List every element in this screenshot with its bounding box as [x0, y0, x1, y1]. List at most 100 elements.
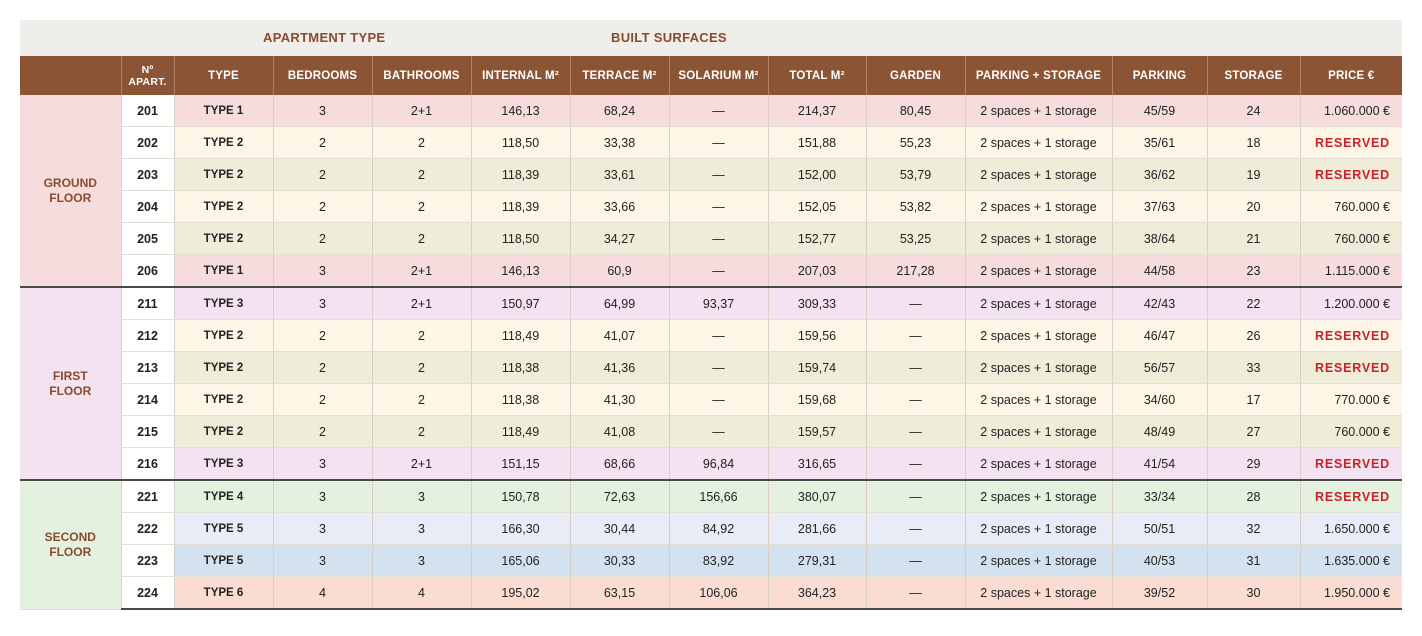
apartment-number-cell: 203 [120, 158, 174, 191]
parking-storage-cell: 2 spaces + 1 storage [964, 222, 1112, 255]
storage-cell: 27 [1206, 415, 1300, 448]
floor-label-text: GROUND FLOOR [43, 175, 97, 205]
internal-area-cell: 118,50 [470, 126, 570, 159]
internal-area-cell: 118,39 [470, 190, 570, 223]
apartment-number-cell: 206 [120, 254, 174, 288]
storage-cell: 21 [1206, 222, 1300, 255]
type-cell: TYPE 2 [173, 383, 273, 416]
bedrooms-cell: 2 [272, 415, 372, 448]
parking-cell: 48/49 [1111, 415, 1207, 448]
header-solarium: SOLARIUM M² [668, 56, 768, 95]
floor-label: SECOND FLOOR [20, 479, 121, 610]
type-cell: TYPE 3 [173, 447, 273, 481]
internal-area-cell: 166,30 [470, 512, 570, 545]
price-cell: 760.000 € [1299, 190, 1402, 223]
terrace-area-cell: 34,27 [569, 222, 669, 255]
total-area-cell: 214,37 [767, 95, 866, 127]
total-area-cell: 152,00 [767, 158, 866, 191]
solarium-area-cell: 156,66 [668, 479, 768, 513]
header-floor-spacer [20, 56, 121, 95]
bathrooms-cell: 2 [371, 351, 471, 384]
bathrooms-cell: 4 [371, 576, 471, 610]
type-cell: TYPE 2 [173, 158, 273, 191]
terrace-area-cell: 68,66 [569, 447, 669, 481]
apartment-number-cell: 216 [120, 447, 174, 481]
parking-storage-cell: 2 spaces + 1 storage [964, 158, 1112, 191]
garden-area-cell: 55,23 [865, 126, 965, 159]
bedrooms-cell: 3 [272, 479, 372, 513]
floor-label-text: SECOND FLOOR [44, 529, 96, 559]
apartment-number-cell: 221 [120, 479, 174, 513]
parking-cell: 45/59 [1111, 95, 1207, 127]
parking-storage-cell: 2 spaces + 1 storage [964, 254, 1112, 288]
solarium-area-cell: — [668, 351, 768, 384]
bathrooms-cell: 3 [371, 479, 471, 513]
parking-storage-cell: 2 spaces + 1 storage [964, 319, 1112, 352]
parking-storage-cell: 2 spaces + 1 storage [964, 95, 1112, 127]
parking-cell: 33/34 [1111, 479, 1207, 513]
parking-storage-cell: 2 spaces + 1 storage [964, 447, 1112, 481]
bathrooms-cell: 2 [371, 190, 471, 223]
price-cell: 1.635.000 € [1299, 544, 1402, 577]
solarium-area-cell: — [668, 415, 768, 448]
table-row: SECOND FLOOR 221 TYPE 4 3 3 150,78 72,63 156,66… [20, 479, 1402, 610]
garden-area-cell: — [865, 319, 965, 352]
table-row: 224 TYPE 6 4 4 195,02 63,15 106,06 364,23—2 spa… [20, 576, 1402, 610]
type-cell: TYPE 2 [173, 126, 273, 159]
parking-cell: 34/60 [1111, 383, 1207, 416]
bedrooms-cell: 3 [272, 544, 372, 577]
floor-label: FIRST FLOOR [20, 286, 121, 481]
parking-storage-cell: 2 spaces + 1 storage [964, 190, 1112, 223]
price-cell: 760.000 € [1299, 415, 1402, 448]
type-cell: TYPE 2 [173, 415, 273, 448]
internal-area-cell: 118,38 [470, 351, 570, 384]
solarium-area-cell: 84,92 [668, 512, 768, 545]
terrace-area-cell: 30,33 [569, 544, 669, 577]
total-area-cell: 281,66 [767, 512, 866, 545]
floor-label: GROUND FLOOR [20, 95, 121, 288]
price-cell: 1.650.000 € [1299, 512, 1402, 545]
type-cell: TYPE 2 [173, 351, 273, 384]
garden-area-cell: — [865, 447, 965, 481]
apartment-number-cell: 212 [120, 319, 174, 352]
parking-storage-cell: 2 spaces + 1 storage [964, 126, 1112, 159]
garden-area-cell: — [865, 286, 965, 320]
terrace-area-cell: 72,63 [569, 479, 669, 513]
solarium-area-cell: — [668, 222, 768, 255]
solarium-area-cell: 83,92 [668, 544, 768, 577]
price-cell: RESERVED [1299, 158, 1402, 191]
apartment-number-cell: 222 [120, 512, 174, 545]
table-row: 203 TYPE 2 2 2 118,39 33,61—152,00 53,79 2 spac… [20, 158, 1402, 191]
total-area-cell: 151,88 [767, 126, 866, 159]
total-area-cell: 316,65 [767, 447, 866, 481]
apartment-number-cell: 201 [120, 95, 174, 127]
bedrooms-cell: 2 [272, 190, 372, 223]
total-area-cell: 159,74 [767, 351, 866, 384]
garden-area-cell: 217,28 [865, 254, 965, 288]
bedrooms-cell: 2 [272, 126, 372, 159]
parking-cell: 42/43 [1111, 286, 1207, 320]
terrace-area-cell: 64,99 [569, 286, 669, 320]
terrace-area-cell: 41,36 [569, 351, 669, 384]
garden-area-cell: — [865, 383, 965, 416]
header-parking: PARKING [1111, 56, 1207, 95]
internal-area-cell: 118,50 [470, 222, 570, 255]
storage-cell: 24 [1206, 95, 1300, 127]
price-cell: 760.000 € [1299, 222, 1402, 255]
group-header-bar: APARTMENT TYPE BUILT SURFACES [20, 20, 1402, 56]
apartment-number-cell: 213 [120, 351, 174, 384]
price-cell: 1.950.000 € [1299, 576, 1402, 610]
header-type: TYPE [173, 56, 273, 95]
parking-cell: 41/54 [1111, 447, 1207, 481]
bedrooms-cell: 2 [272, 351, 372, 384]
apartment-number-cell: 205 [120, 222, 174, 255]
apartment-number-cell: 224 [120, 576, 174, 610]
terrace-area-cell: 41,08 [569, 415, 669, 448]
internal-area-cell: 146,13 [470, 254, 570, 288]
bathrooms-cell: 2 [371, 158, 471, 191]
type-cell: TYPE 5 [173, 544, 273, 577]
type-cell: TYPE 2 [173, 190, 273, 223]
apartment-number-cell: 223 [120, 544, 174, 577]
price-cell: RESERVED [1299, 479, 1402, 513]
bathrooms-cell: 2 [371, 126, 471, 159]
